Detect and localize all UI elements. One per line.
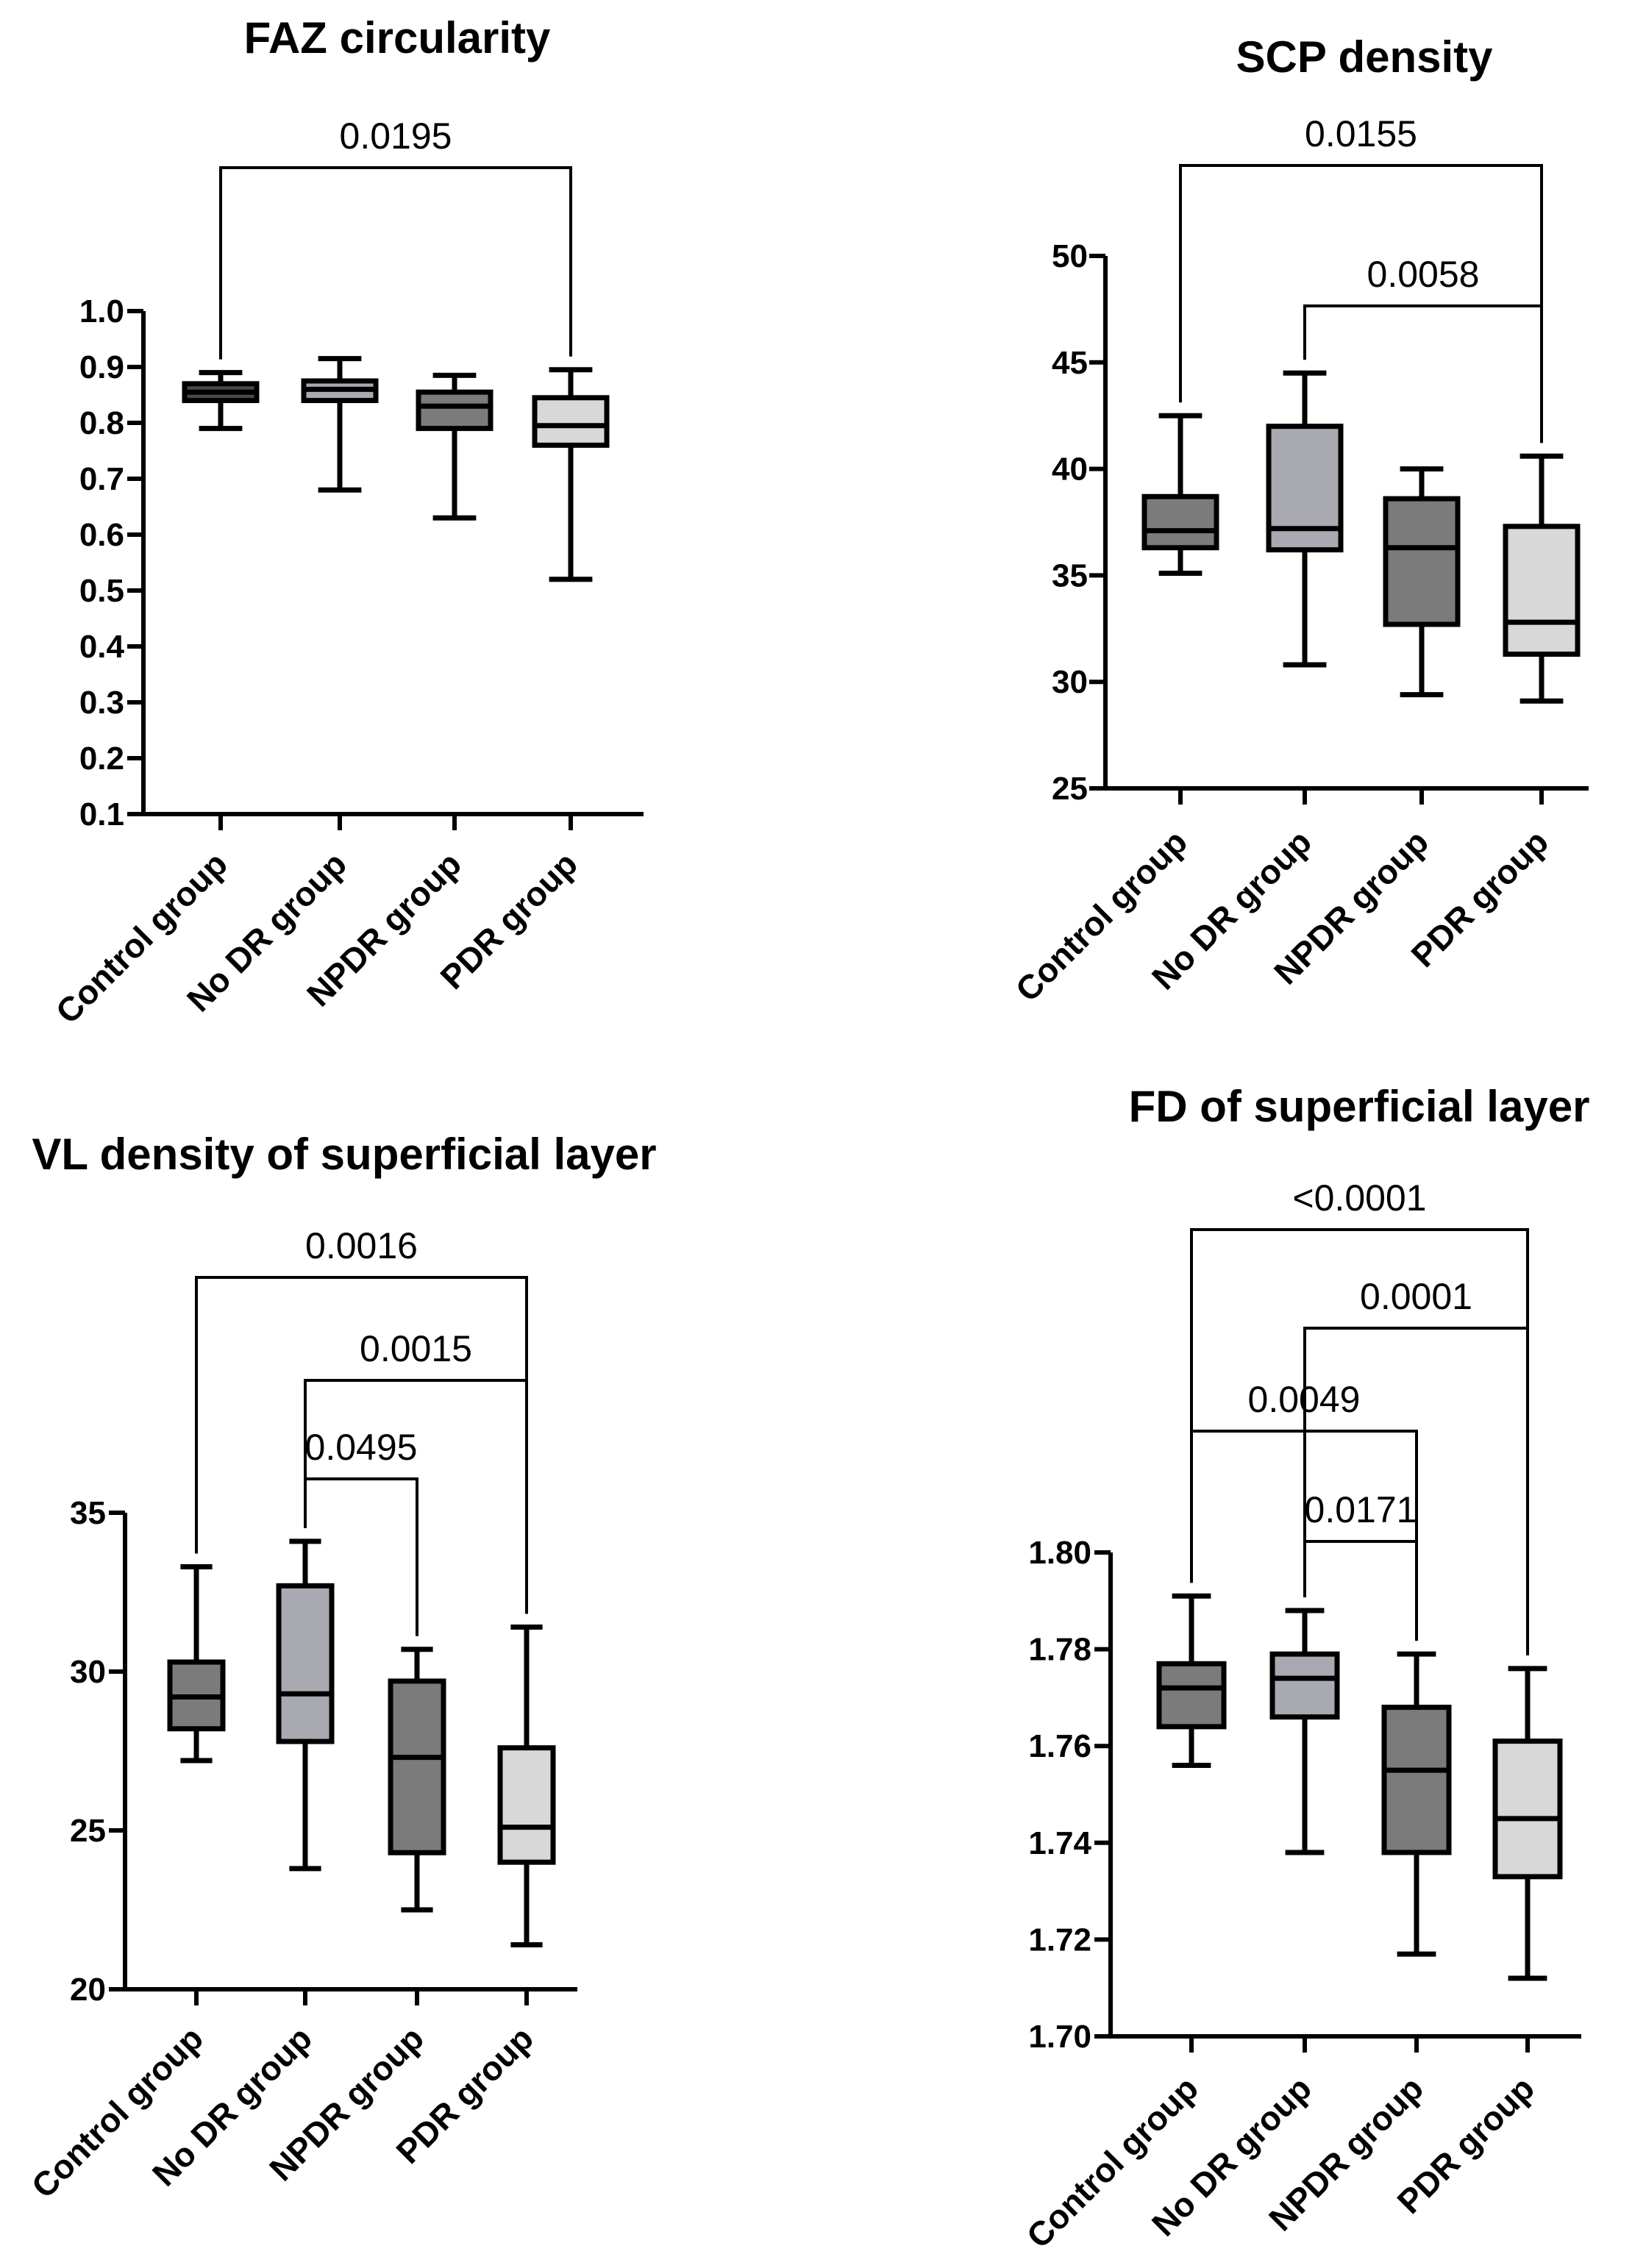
y-tick-label: 0.5 <box>79 573 124 609</box>
box-1 <box>1141 413 1219 577</box>
box-2 <box>1269 1608 1340 1855</box>
significance-bracket: 0.0015 <box>304 1328 528 1614</box>
y-tick-label: 30 <box>70 1654 106 1690</box>
iqr-box <box>1492 1739 1563 1880</box>
box-4 <box>532 367 610 582</box>
bracket-line <box>1190 1430 1418 1641</box>
box-3 <box>416 372 494 521</box>
significance-bracket: 0.0495 <box>304 1427 418 1636</box>
y-tick-label: 0.3 <box>79 685 124 721</box>
chart-title: SCP density <box>1236 32 1493 82</box>
iqr-box <box>497 1745 556 1865</box>
chart-panel-4: FD of superficial layer 1.70 1.72 1.74 1.76 1… <box>1019 1082 1590 2255</box>
p-value-label: 0.0155 <box>1305 113 1417 154</box>
bracket-line <box>1303 1540 1418 1641</box>
p-value-label: 0.0171 <box>1305 1489 1417 1530</box>
significance-bracket: 0.0001 <box>1303 1276 1529 1655</box>
y-tick-label: 0.4 <box>79 629 125 665</box>
y-tick-label: 50 <box>1052 238 1088 274</box>
p-value-label: 0.0015 <box>360 1328 472 1369</box>
p-value-label: 0.0495 <box>305 1427 418 1468</box>
box-1 <box>1156 1593 1227 1769</box>
p-value-label: 0.0016 <box>305 1225 418 1266</box>
y-tick-label: 1.80 <box>1028 1535 1091 1571</box>
box-3 <box>1383 466 1461 698</box>
iqr-box <box>1383 496 1461 627</box>
iqr-box <box>276 1583 335 1744</box>
significance-bracket: 0.0195 <box>219 115 572 360</box>
y-tick-label: 25 <box>1052 771 1088 807</box>
y-tick-label: 0.6 <box>79 517 124 553</box>
box-4 <box>1492 1666 1563 1981</box>
y-tick-label: 0.2 <box>79 741 124 777</box>
bracket-line <box>1303 1327 1529 1655</box>
iqr-box <box>1269 1651 1340 1720</box>
bracket-line <box>304 1477 418 1636</box>
significance-bracket: 0.0155 <box>1179 113 1543 443</box>
box-2 <box>301 356 379 493</box>
y-tick-label: 1.76 <box>1028 1728 1091 1764</box>
iqr-box <box>1266 424 1344 553</box>
y-tick-label: 35 <box>70 1495 106 1531</box>
y-tick-label: 25 <box>70 1813 106 1849</box>
y-tick-label: 1.72 <box>1028 1922 1091 1958</box>
y-tick-label: 0.9 <box>79 349 124 385</box>
iqr-box <box>1381 1705 1452 1855</box>
y-tick-label: 20 <box>70 1972 106 2008</box>
box-1 <box>182 370 260 432</box>
y-tick-label: 0.8 <box>79 405 124 441</box>
bracket-line <box>304 1379 528 1614</box>
y-tick-label: 35 <box>1052 557 1088 593</box>
p-value-label: <0.0001 <box>1292 1177 1426 1219</box>
significance-bracket: 0.0171 <box>1303 1489 1418 1641</box>
bracket-line <box>1179 164 1543 443</box>
p-value-label: 0.0049 <box>1248 1379 1361 1420</box>
box-1 <box>167 1563 226 1764</box>
iqr-box <box>1503 524 1581 657</box>
box-2 <box>276 1538 335 1872</box>
y-tick-label: 40 <box>1052 452 1088 488</box>
p-value-label: 0.0058 <box>1367 254 1480 295</box>
significance-bracket: 0.0049 <box>1190 1379 1418 1641</box>
iqr-box <box>1141 493 1219 551</box>
box-4 <box>497 1625 556 1948</box>
iqr-box <box>1156 1661 1227 1730</box>
chart-title: VL density of superficial layer <box>32 1130 656 1179</box>
chart-title: FAZ circularity <box>244 13 551 63</box>
p-value-label: 0.0195 <box>340 115 452 157</box>
iqr-box <box>532 395 610 448</box>
y-tick-label: 1.74 <box>1028 1825 1091 1861</box>
box-3 <box>1381 1651 1452 1957</box>
chart-panel-1: FAZ circularity 0.1 0.2 0.3 0.4 0.5 0.6 0.7 0.8 0… <box>49 13 644 1031</box>
bracket-line <box>219 166 572 360</box>
p-value-label: 0.0001 <box>1360 1276 1472 1317</box>
y-tick-label: 1.0 <box>79 293 124 329</box>
y-tick-label: 45 <box>1052 345 1088 381</box>
box-3 <box>388 1647 446 1913</box>
y-tick-label: 0.1 <box>79 796 124 832</box>
y-tick-label: 0.7 <box>79 461 124 497</box>
chart-title: FD of superficial layer <box>1129 1082 1590 1131</box>
y-tick-label: 1.70 <box>1028 2019 1091 2055</box>
significance-bracket: 0.0016 <box>195 1225 528 1614</box>
chart-panel-3: VL density of superficial layer20253035C… <box>24 1130 657 2205</box>
y-tick-label: 30 <box>1052 664 1088 700</box>
box-2 <box>1266 370 1344 668</box>
iqr-box <box>416 389 494 432</box>
y-tick-label: 1.78 <box>1028 1632 1091 1668</box>
bracket-line <box>1303 304 1543 443</box>
significance-bracket: 0.0058 <box>1303 254 1543 443</box>
box-4 <box>1503 453 1581 704</box>
iqr-box <box>388 1678 446 1855</box>
